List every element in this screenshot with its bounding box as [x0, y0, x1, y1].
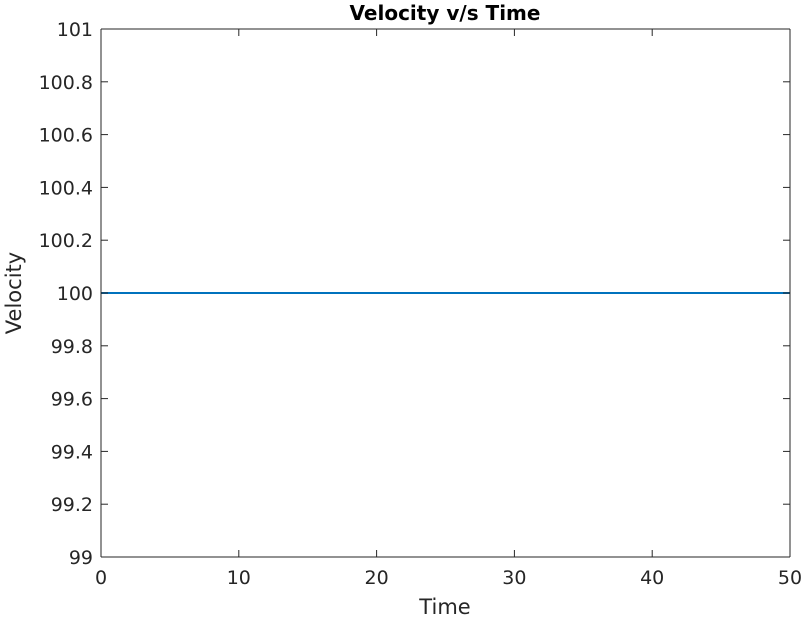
x-tick-label: 20 — [365, 567, 389, 589]
x-axis-label: Time — [418, 595, 470, 618]
x-tick-label: 50 — [778, 567, 802, 589]
y-tick-label: 100.2 — [39, 230, 93, 252]
ticks-layer: 0 10 20 30 40 50 99 99.2 99.4 99.6 99.8 100 100.2 100… — [39, 19, 803, 589]
y-tick-label: 99.2 — [51, 494, 93, 516]
y-tick-label: 100.6 — [39, 125, 93, 147]
y-axis-label: Velocity — [2, 252, 26, 334]
x-tick-label: 40 — [640, 567, 664, 589]
x-tick-label: 0 — [95, 567, 107, 589]
x-tick-label: 30 — [502, 567, 526, 589]
y-tick-label: 99 — [69, 547, 93, 569]
x-tick-label: 10 — [227, 567, 251, 589]
y-tick-label: 100 — [57, 283, 93, 305]
y-tick-label: 100.4 — [39, 177, 93, 199]
y-tick-label: 100.8 — [39, 72, 93, 94]
y-tick-label: 99.8 — [51, 336, 93, 358]
y-tick-label: 101 — [57, 19, 93, 41]
chart-title: Velocity v/s Time — [350, 1, 541, 25]
y-tick-label: 99.4 — [51, 441, 93, 463]
y-tick-label: 99.6 — [51, 389, 93, 411]
